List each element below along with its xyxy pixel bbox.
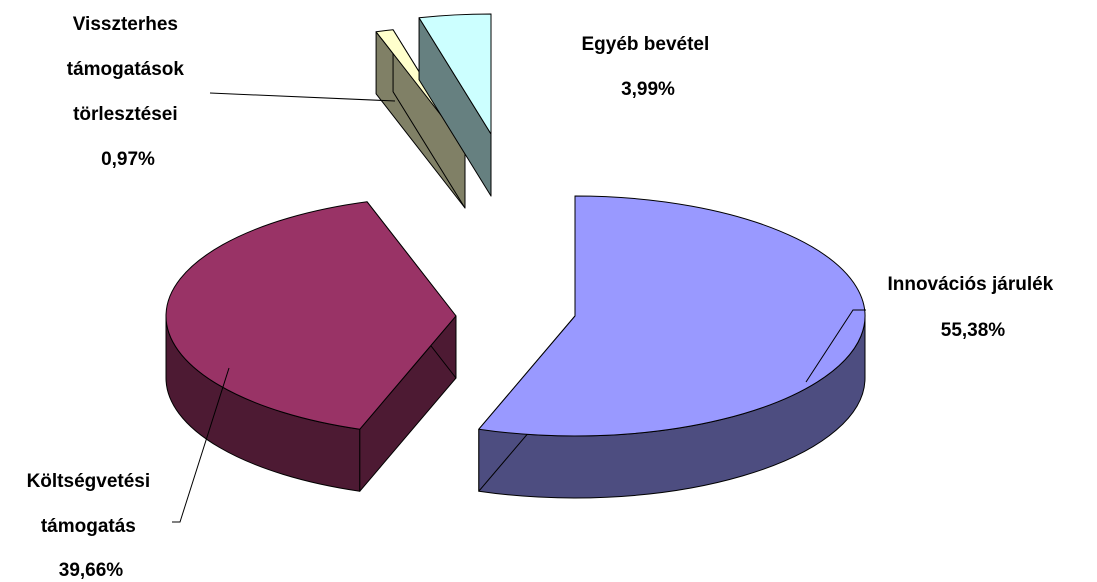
leader-line-innovacios [805,309,866,383]
slice-top-koltsegvetesi [165,201,457,430]
leader-lines [172,92,866,523]
slice-top-innovacios [478,195,866,437]
pie-slice-egyeb [418,13,492,197]
data-labels: Innovációs járulék 55,38% Költségvetési … [27,14,1058,581]
leader-line-koltsegvetesi [172,367,230,523]
label-koltsegvetesi: Költségvetési támogatás 39,66% [27,471,156,581]
pie-slice-innovacios [478,195,866,499]
pie-slices [165,13,866,499]
pie-slice-koltsegvetesi [165,201,457,492]
label-egyeb: Egyéb bevétel 3,99% [581,34,714,100]
leader-line-visszterhes [209,92,396,102]
label-innovacios: Innovációs járulék 55,38% [887,274,1058,341]
label-visszterhes: Visszterhes támogatások törlesztései 0,9… [67,14,189,170]
slice-top-egyeb [418,13,492,135]
